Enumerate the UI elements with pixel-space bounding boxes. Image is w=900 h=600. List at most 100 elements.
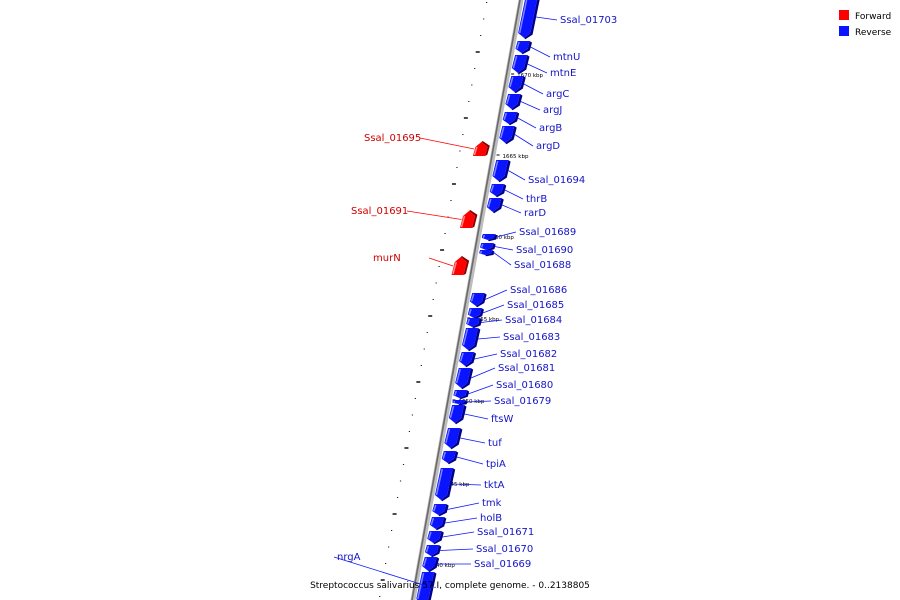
gene-label-thrb[interactable]: thrB	[526, 194, 547, 205]
gene-ssal-01671[interactable]	[427, 531, 444, 545]
gene-label-argj[interactable]: argJ	[543, 105, 562, 116]
gene-ssal-01670[interactable]	[424, 545, 442, 558]
gene-body[interactable]	[435, 468, 453, 500]
gene-label-ssal-01679[interactable]: Ssal_01679	[494, 396, 551, 407]
gene-mtnu[interactable]	[515, 41, 533, 55]
gene-argd[interactable]	[499, 126, 517, 145]
gene-ssal-01688[interactable]	[479, 250, 495, 257]
gene-shadow	[508, 112, 520, 126]
gene-label-ssal-01682[interactable]: Ssal_01682	[500, 349, 557, 360]
gene-shadow	[433, 531, 444, 545]
gene-highlight	[509, 76, 514, 88]
gene-label-ssal-01688[interactable]: Ssal_01688	[514, 260, 571, 271]
gene-leader-line	[470, 367, 496, 379]
gene-body[interactable]	[479, 250, 492, 255]
gene-ssal-01682[interactable]	[459, 352, 477, 368]
gene-body[interactable]	[459, 211, 476, 228]
gene-ssal-01686[interactable]	[469, 293, 487, 308]
gene-argj[interactable]	[505, 94, 523, 111]
gene-label-ssal-01683[interactable]: Ssal_01683	[503, 332, 560, 343]
gene-body[interactable]	[480, 243, 494, 250]
gene-label-ssal-01671[interactable]: Ssal_01671	[477, 527, 534, 538]
gene-body[interactable]	[472, 142, 488, 156]
gene-body[interactable]	[451, 257, 467, 275]
gene-ssal-01681[interactable]	[455, 368, 474, 390]
gene-highlight	[459, 352, 464, 362]
gene-label-ssal-01684[interactable]: Ssal_01684	[505, 315, 562, 326]
gene-ssal-01680[interactable]	[453, 390, 470, 400]
gene-ssal-01690[interactable]	[480, 243, 496, 252]
gene-ftsw[interactable]	[448, 405, 467, 425]
gene-label-ssal-01669[interactable]: Ssal_01669	[474, 559, 531, 570]
gene-label-ssal-01670[interactable]: Ssal_01670	[476, 544, 533, 555]
gene-highlight	[518, 0, 528, 34]
gene-ssal-01683[interactable]	[462, 328, 481, 352]
gene-body[interactable]	[518, 0, 538, 38]
gene-ssal-01689[interactable]	[481, 234, 498, 242]
gene-ssal-01685[interactable]	[467, 308, 484, 320]
gene-rard[interactable]	[486, 198, 504, 214]
gene-label-ssal-01694[interactable]: Ssal_01694	[528, 175, 585, 186]
gene-leader-line	[493, 252, 512, 266]
gene-ssal-01694[interactable]	[492, 160, 511, 183]
gene-shadow	[461, 368, 474, 390]
gene-label-ssal-01691[interactable]: Ssal_01691	[351, 206, 408, 217]
gene-label-rard[interactable]: rarD	[524, 208, 546, 219]
gene-label-ssal-01680[interactable]: Ssal_01680	[496, 380, 553, 391]
gene-label-ssal-01686[interactable]: Ssal_01686	[510, 285, 567, 296]
gene-mtne[interactable]	[511, 55, 530, 75]
gene-ssal-01679[interactable]	[452, 400, 468, 406]
gene-label-tkta[interactable]: tktA	[484, 480, 505, 491]
gene-shadow	[435, 517, 447, 531]
gene-leader-line	[480, 319, 503, 323]
gene-highlight	[479, 250, 483, 254]
gene-label-argc[interactable]: argC	[546, 89, 569, 100]
gene-highlight	[460, 215, 466, 228]
gene-thrb[interactable]	[489, 184, 507, 198]
gene-shadow	[458, 400, 468, 406]
gene-highlight	[487, 198, 492, 208]
gene-holb[interactable]	[429, 517, 447, 531]
gene-label-ssal-01695[interactable]: Ssal_01695	[364, 133, 421, 144]
gene-label-ftsw[interactable]: ftsW	[491, 414, 513, 425]
gene-label-ssal-01689[interactable]: Ssal_01689	[519, 227, 576, 238]
gene-tuf[interactable]	[444, 428, 463, 450]
gene-leader-line	[428, 257, 454, 267]
gene-ssal-01684[interactable]	[466, 318, 483, 329]
gene-ssal-01695[interactable]	[472, 141, 490, 156]
gene-label-ssal-01690[interactable]: Ssal_01690	[516, 245, 573, 256]
gene-shadow	[487, 234, 498, 242]
gene-label-argb[interactable]: argB	[539, 123, 562, 134]
gene-label-holb[interactable]: holB	[480, 513, 502, 524]
gene-argb[interactable]	[502, 112, 520, 126]
gene-label-nrga[interactable]: nrgA	[337, 552, 361, 563]
gene-murn[interactable]	[451, 256, 470, 275]
gene-label-tpia[interactable]: tpiA	[486, 459, 506, 470]
gene-ssal-01669[interactable]	[422, 557, 440, 573]
gene-shadow	[441, 468, 456, 502]
gene-nrga[interactable]	[416, 572, 437, 600]
gene-label-ssal-01681[interactable]: Ssal_01681	[498, 363, 555, 374]
gene-label-ssal-01685[interactable]: Ssal_01685	[507, 300, 564, 311]
scale-marker-label: 1640 kbp	[429, 563, 455, 569]
gene-body[interactable]	[481, 234, 495, 240]
gene-ssal-01703[interactable]	[518, 0, 540, 40]
gene-body[interactable]	[452, 400, 465, 404]
gene-label-tmk[interactable]: tmk	[482, 498, 502, 509]
gene-label-argd[interactable]: argD	[536, 141, 560, 152]
gene-leader-line	[439, 548, 474, 551]
gene-label-mtnu[interactable]: mtnU	[553, 52, 580, 63]
gene-leader-line	[523, 83, 544, 95]
gene-label-mtne[interactable]: mtnE	[550, 68, 576, 79]
gene-tpia[interactable]	[441, 451, 459, 465]
gene-shadow	[454, 405, 467, 425]
gene-tkta[interactable]	[435, 468, 456, 502]
gene-label-murn[interactable]: murN	[373, 253, 401, 264]
gene-tmk[interactable]	[432, 504, 449, 517]
gene-shadow	[485, 250, 495, 257]
gene-argc[interactable]	[508, 76, 526, 94]
gene-label-ssal-01703[interactable]: Ssal_01703	[560, 15, 617, 26]
gene-label-tuf[interactable]: tuf	[488, 438, 502, 449]
gene-body[interactable]	[416, 572, 435, 600]
gene-ssal-01691[interactable]	[459, 210, 478, 228]
